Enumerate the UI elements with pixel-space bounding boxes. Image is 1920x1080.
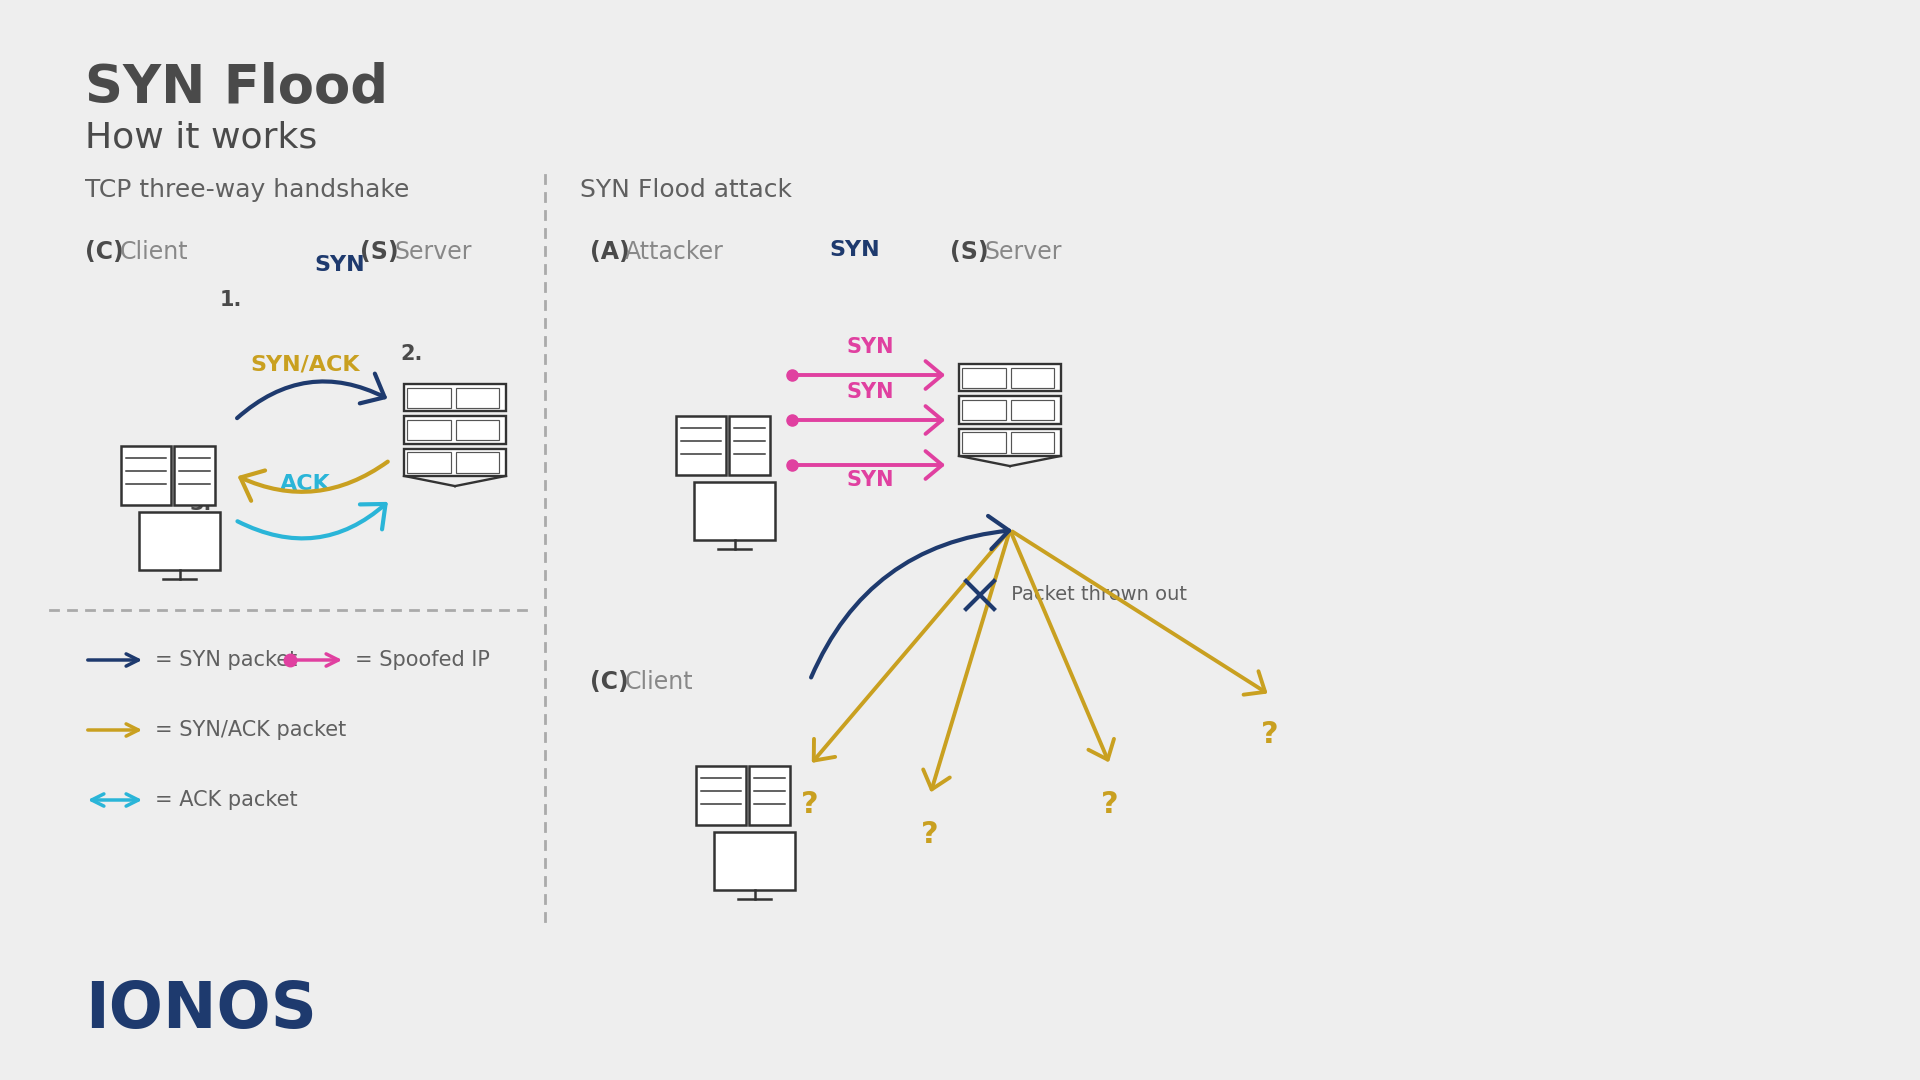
Text: (C): (C): [589, 670, 628, 694]
Bar: [1010, 367, 1054, 388]
Bar: [175, 446, 215, 504]
Text: SYN: SYN: [847, 470, 893, 490]
Text: ?: ?: [1261, 720, 1279, 750]
Bar: [121, 446, 171, 504]
Bar: [695, 766, 745, 825]
Text: ?: ?: [1102, 789, 1119, 819]
FancyArrowPatch shape: [795, 451, 943, 478]
Bar: [138, 512, 221, 570]
Bar: [403, 384, 507, 411]
Text: (C): (C): [84, 240, 123, 264]
Text: IONOS: IONOS: [84, 978, 317, 1041]
Text: SYN/ACK: SYN/ACK: [250, 354, 359, 374]
FancyArrowPatch shape: [240, 461, 388, 501]
Bar: [407, 453, 451, 473]
Text: TCP three-way handshake: TCP three-way handshake: [84, 178, 409, 202]
Bar: [693, 482, 776, 540]
FancyArrowPatch shape: [924, 532, 1010, 789]
Text: ACK: ACK: [280, 474, 330, 494]
Text: (S): (S): [361, 240, 399, 264]
Bar: [962, 367, 1006, 388]
Text: (A): (A): [589, 240, 630, 264]
Text: Packet thrown out: Packet thrown out: [1004, 585, 1187, 605]
Bar: [455, 420, 499, 441]
Text: (S): (S): [950, 240, 989, 264]
Bar: [962, 432, 1006, 453]
Text: = Spoofed IP: = Spoofed IP: [355, 650, 490, 670]
Bar: [403, 448, 507, 476]
Text: = SYN/ACK packet: = SYN/ACK packet: [156, 720, 346, 740]
Bar: [1010, 400, 1054, 420]
Bar: [407, 420, 451, 441]
FancyArrowPatch shape: [1012, 531, 1265, 694]
FancyArrowPatch shape: [795, 406, 943, 434]
Text: Attacker: Attacker: [626, 240, 724, 264]
Bar: [962, 400, 1006, 420]
Text: Server: Server: [396, 240, 472, 264]
FancyArrowPatch shape: [795, 361, 943, 389]
FancyArrowPatch shape: [238, 504, 386, 539]
Text: ?: ?: [922, 820, 939, 849]
Bar: [455, 453, 499, 473]
Bar: [749, 766, 789, 825]
FancyArrowPatch shape: [810, 516, 1010, 677]
Text: = SYN packet: = SYN packet: [156, 650, 298, 670]
Bar: [455, 388, 499, 408]
Text: SYN: SYN: [847, 382, 893, 402]
Bar: [958, 364, 1062, 391]
Bar: [1010, 432, 1054, 453]
FancyArrowPatch shape: [236, 374, 384, 418]
Text: = ACK packet: = ACK packet: [156, 789, 298, 810]
Text: SYN Flood attack: SYN Flood attack: [580, 178, 791, 202]
Text: How it works: How it works: [84, 120, 317, 154]
Bar: [407, 388, 451, 408]
Text: 2.: 2.: [399, 345, 422, 364]
Text: Server: Server: [985, 240, 1062, 264]
Bar: [958, 429, 1062, 456]
Text: 1.: 1.: [221, 291, 242, 310]
Text: 3.: 3.: [190, 494, 213, 514]
Text: SYN: SYN: [315, 255, 365, 275]
Bar: [403, 417, 507, 444]
Bar: [714, 832, 795, 890]
Bar: [676, 416, 726, 475]
Bar: [730, 416, 770, 475]
Text: SYN Flood: SYN Flood: [84, 62, 388, 114]
Text: SYN: SYN: [847, 337, 893, 357]
Bar: [958, 396, 1062, 423]
Text: Client: Client: [119, 240, 188, 264]
FancyArrowPatch shape: [814, 532, 1008, 760]
Text: SYN: SYN: [829, 240, 879, 260]
FancyArrowPatch shape: [1012, 532, 1114, 759]
Text: Client: Client: [626, 670, 693, 694]
Text: ?: ?: [801, 789, 818, 819]
